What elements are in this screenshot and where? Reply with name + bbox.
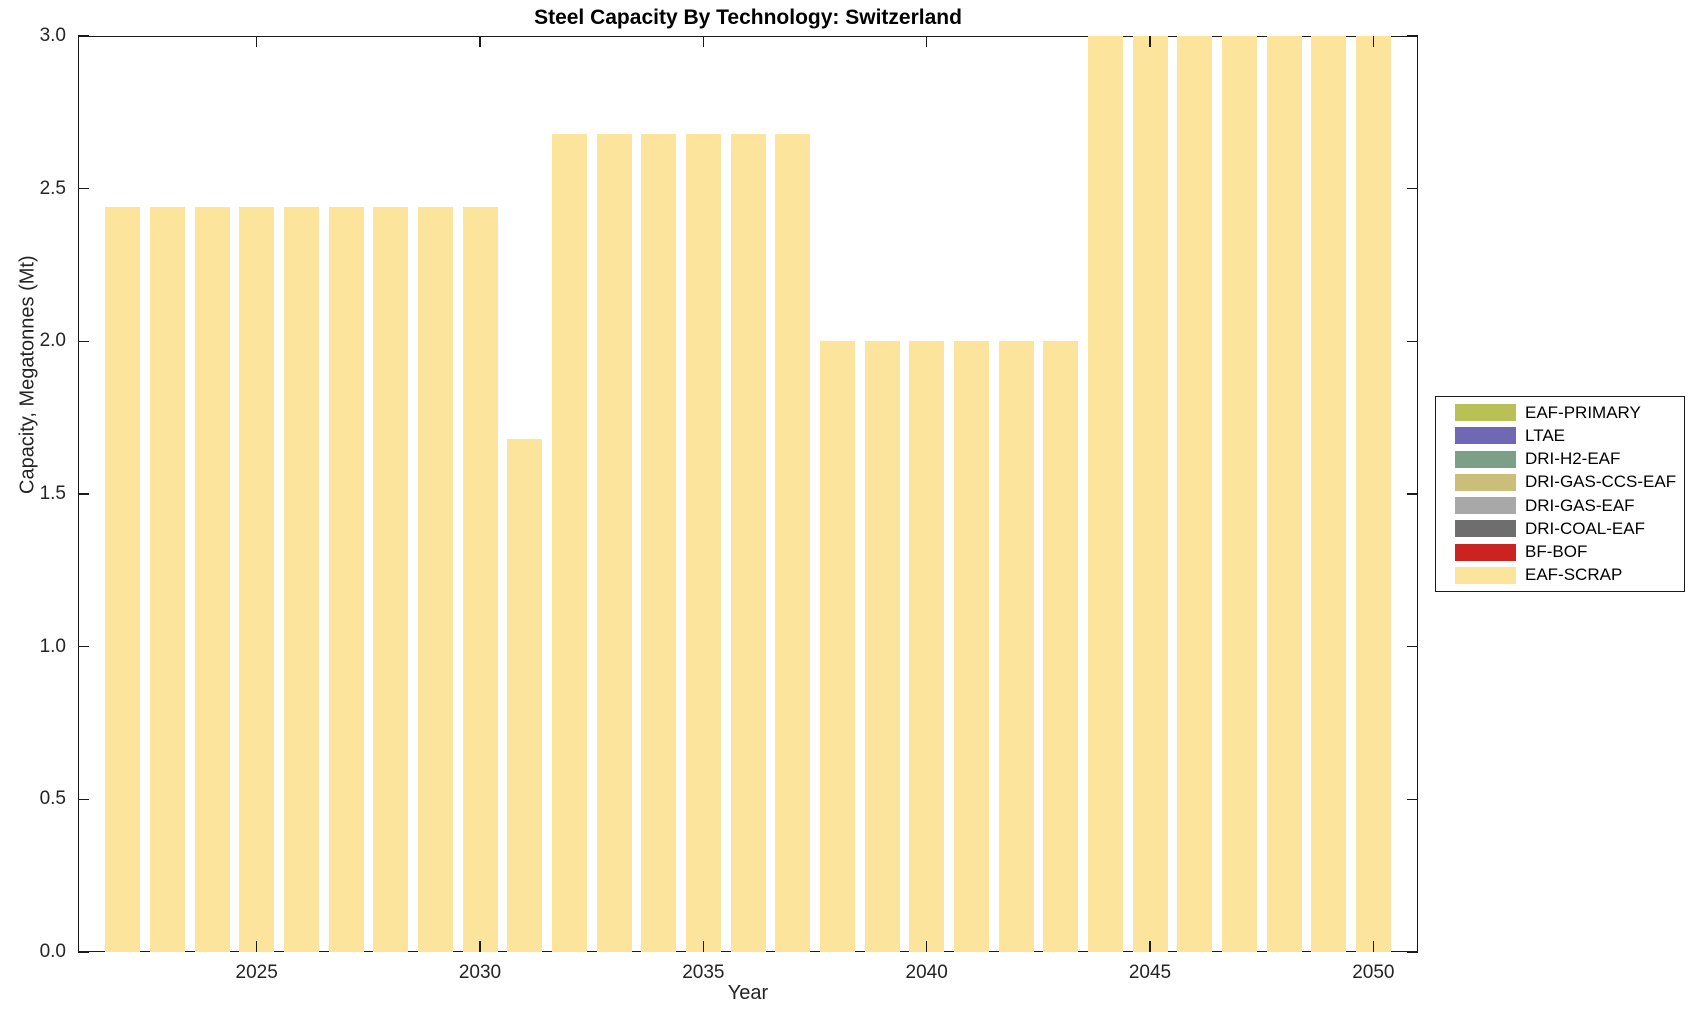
x-tick-mark bbox=[1372, 36, 1375, 47]
y-tick-mark bbox=[1407, 187, 1418, 190]
bar-2037 bbox=[775, 133, 811, 952]
y-tick-mark bbox=[78, 35, 89, 37]
bar-2035 bbox=[685, 133, 721, 952]
y-tick-mark bbox=[1407, 493, 1418, 495]
x-tick-mark bbox=[702, 941, 705, 952]
y-tick-mark bbox=[1407, 951, 1418, 953]
y-tick-mark bbox=[1407, 35, 1418, 37]
bar-2029 bbox=[417, 206, 453, 952]
legend-swatch-dri-gas-ccs-eaf bbox=[1455, 473, 1516, 491]
bar-2026 bbox=[283, 206, 319, 952]
legend-label: DRI-GAS-EAF bbox=[1525, 495, 1635, 515]
legend-swatch-bf-bof bbox=[1455, 543, 1516, 561]
y-tick-label: 0.5 bbox=[39, 788, 66, 810]
bar-2023 bbox=[149, 206, 185, 952]
x-tick-label: 2040 bbox=[905, 962, 948, 983]
y-tick-label: 2.5 bbox=[39, 177, 66, 199]
legend: EAF-PRIMARY LTAE DRI-H2-EAF DRI-GAS-CCS-EAF… bbox=[1435, 396, 1685, 592]
legend-swatch-eaf-scrap bbox=[1455, 566, 1516, 584]
bar-2044 bbox=[1087, 36, 1123, 952]
legend-swatch-dri-h2-eaf bbox=[1455, 450, 1516, 468]
legend-label: EAF-PRIMARY bbox=[1525, 402, 1641, 422]
y-tick-label: 1.0 bbox=[39, 635, 66, 657]
x-tick-mark bbox=[1149, 36, 1151, 47]
y-tick-mark bbox=[78, 187, 89, 190]
legend-swatch-dri-gas-eaf bbox=[1455, 497, 1516, 515]
y-axis-label: Capacity, Megatonnes (Mt) bbox=[16, 255, 39, 494]
legend-swatch-dri-coal-eaf bbox=[1455, 520, 1516, 538]
x-axis-label: Year bbox=[727, 982, 769, 1004]
y-tick-mark bbox=[1407, 798, 1418, 801]
bar-2049 bbox=[1311, 36, 1347, 952]
bar-2036 bbox=[730, 133, 766, 952]
x-tick-label: 2025 bbox=[235, 962, 278, 983]
bar-2022 bbox=[105, 206, 141, 952]
bar-2041 bbox=[953, 341, 989, 952]
legend-label: LTAE bbox=[1525, 425, 1565, 445]
y-tick-mark bbox=[78, 340, 89, 343]
bar-2042 bbox=[998, 341, 1034, 952]
bar-2046 bbox=[1177, 36, 1213, 952]
bar-2032 bbox=[551, 133, 587, 952]
x-tick-label: 2050 bbox=[1352, 962, 1395, 983]
legend-label: BF-BOF bbox=[1525, 542, 1588, 562]
y-tick-mark bbox=[1407, 645, 1418, 648]
legend-label: DRI-H2-EAF bbox=[1525, 449, 1621, 469]
bar-2039 bbox=[864, 341, 900, 952]
chart-title: Steel Capacity By Technology: Switzerlan… bbox=[534, 6, 962, 29]
legend-item: DRI-COAL-EAF bbox=[1455, 519, 1684, 539]
y-tick-mark bbox=[78, 493, 89, 495]
legend-swatch-eaf-primary bbox=[1455, 404, 1516, 422]
x-tick-mark bbox=[479, 941, 481, 952]
y-tick-label: 2.0 bbox=[39, 330, 66, 352]
bar-2033 bbox=[596, 133, 632, 952]
bar-2024 bbox=[194, 206, 230, 952]
legend-item: DRI-GAS-CCS-EAF bbox=[1455, 472, 1684, 492]
legend-label: EAF-SCRAP bbox=[1525, 565, 1623, 585]
bar-2043 bbox=[1043, 341, 1079, 952]
x-tick-label: 2030 bbox=[458, 962, 502, 983]
bar-2030 bbox=[462, 206, 498, 952]
y-tick-mark bbox=[78, 798, 89, 801]
legend-item: EAF-SCRAP bbox=[1455, 565, 1684, 585]
y-tick-mark bbox=[78, 645, 89, 648]
x-tick-mark bbox=[479, 36, 481, 47]
y-tick-mark bbox=[78, 951, 89, 953]
legend-item: BF-BOF bbox=[1455, 542, 1684, 562]
bar-2047 bbox=[1221, 36, 1257, 952]
x-tick-mark bbox=[925, 941, 928, 952]
bar-2028 bbox=[373, 206, 409, 952]
legend-swatch-ltae bbox=[1455, 427, 1516, 445]
bar-2031 bbox=[507, 439, 543, 952]
bar-2027 bbox=[328, 206, 364, 952]
legend-item: LTAE bbox=[1455, 426, 1684, 446]
legend-label: DRI-COAL-EAF bbox=[1525, 518, 1645, 538]
bar-2038 bbox=[819, 341, 855, 952]
x-tick-mark bbox=[1149, 941, 1151, 952]
bar-2045 bbox=[1132, 36, 1168, 952]
bar-2048 bbox=[1266, 36, 1302, 952]
bar-2034 bbox=[641, 133, 677, 952]
x-tick-mark bbox=[255, 941, 258, 952]
y-tick-label: 1.5 bbox=[39, 483, 66, 504]
x-tick-mark bbox=[1372, 941, 1375, 952]
legend-item: DRI-GAS-EAF bbox=[1455, 496, 1684, 516]
y-tick-mark bbox=[1407, 340, 1418, 343]
bar-2040 bbox=[909, 341, 945, 952]
legend-label: DRI-GAS-CCS-EAF bbox=[1525, 472, 1677, 492]
x-tick-mark bbox=[255, 36, 258, 47]
x-tick-mark bbox=[925, 36, 928, 47]
x-tick-mark bbox=[702, 36, 705, 47]
y-tick-label: 0.0 bbox=[39, 941, 66, 962]
y-tick-label: 3.0 bbox=[39, 25, 66, 46]
bar-2050 bbox=[1355, 36, 1391, 952]
x-tick-label: 2035 bbox=[682, 962, 725, 983]
legend-item: EAF-PRIMARY bbox=[1455, 403, 1684, 423]
legend-item: DRI-H2-EAF bbox=[1455, 449, 1684, 469]
bar-2025 bbox=[239, 206, 275, 952]
x-tick-label: 2045 bbox=[1128, 962, 1172, 983]
